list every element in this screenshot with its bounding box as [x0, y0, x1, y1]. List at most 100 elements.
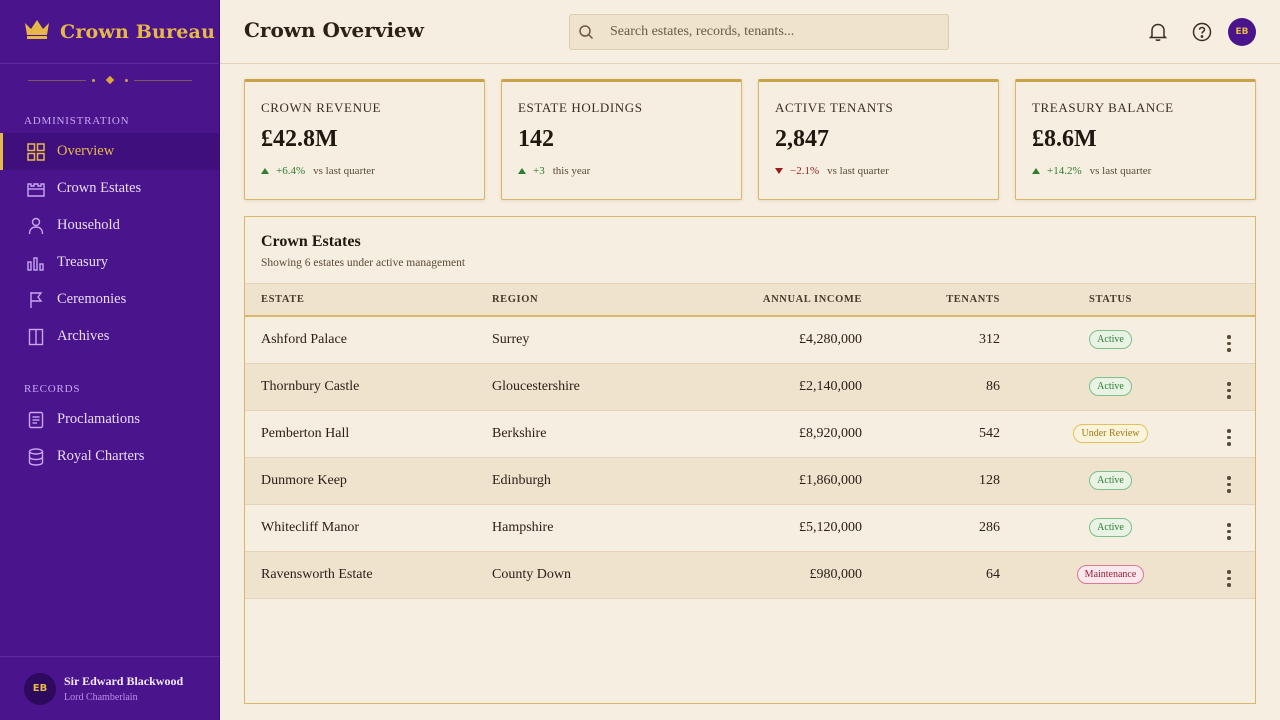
cell-tenants: 312 — [979, 331, 1000, 347]
stat-note: vs last quarter — [827, 165, 889, 177]
top-header: Crown Overview EB — [220, 0, 1280, 64]
cell-status: Active — [1000, 457, 1221, 504]
stat-value: £42.8M — [261, 126, 338, 152]
cell-estate: Ravensworth Estate — [261, 566, 373, 582]
cell-tenants: 86 — [986, 378, 1000, 394]
sidebar-item-archives[interactable]: Archives — [0, 318, 219, 355]
cell-estate: Thornbury Castle — [261, 378, 360, 394]
table-row[interactable]: Pemberton Hall Berkshire £8,920,000 542 Unde… — [245, 410, 1255, 457]
brand[interactable]: Crown Bureau — [0, 0, 219, 64]
sidebar-item-royal-charters[interactable]: Royal Charters — [0, 438, 219, 475]
cell-annual-income: £4,280,000 — [799, 331, 862, 347]
stat-card-estate-holdings: Estate Holdings 142 +3 this year — [501, 79, 742, 200]
column-header-region[interactable]: Region — [492, 294, 539, 305]
sidebar-item-label: Crown Estates — [57, 180, 142, 196]
cell-status: Active — [1000, 504, 1221, 551]
cell-actions — [1221, 504, 1255, 551]
sidebar-item-ceremonies[interactable]: Ceremonies — [0, 281, 219, 318]
cell-actions — [1221, 316, 1255, 363]
sidebar-item-label: Treasury — [57, 254, 109, 270]
sidebar-item-label: Overview — [57, 143, 115, 159]
castle-icon — [26, 179, 46, 199]
cell-annual-income: £980,000 — [809, 566, 863, 582]
status-badge: Maintenance — [1076, 565, 1145, 584]
stat-value: £8.6M — [1032, 126, 1097, 152]
more-options-icon[interactable] — [1227, 382, 1231, 399]
panel-title: Crown Estates — [261, 233, 361, 250]
table-row[interactable]: Whitecliff Manor Hampshire £5,120,000 286 Ac… — [245, 504, 1255, 551]
status-badge: Active — [1089, 471, 1132, 490]
cell-status: Maintenance — [1000, 551, 1221, 598]
sidebar-item-crown-estates[interactable]: Crown Estates — [0, 170, 219, 207]
stat-label: Crown Revenue — [261, 100, 382, 115]
stat-delta: +6.4% — [276, 165, 306, 177]
sidebar-item-overview[interactable]: Overview — [0, 133, 219, 170]
cell-actions — [1221, 551, 1255, 598]
bar-chart-icon — [26, 253, 46, 273]
table-row[interactable]: Ashford Palace Surrey £4,280,000 312 Active — [245, 316, 1255, 363]
trend-up-icon — [261, 168, 269, 174]
status-badge: Active — [1089, 518, 1132, 537]
table-row[interactable]: Dunmore Keep Edinburgh £1,860,000 128 Active — [245, 457, 1255, 504]
cell-annual-income: £2,140,000 — [799, 378, 862, 394]
sidebar-item-label: Archives — [57, 328, 110, 344]
help-icon[interactable] — [1191, 21, 1213, 43]
cell-estate: Whitecliff Manor — [261, 519, 360, 535]
cell-tenants: 64 — [986, 566, 1000, 582]
more-options-icon[interactable] — [1227, 429, 1231, 446]
stat-card-treasury-balance: Treasury Balance £8.6M +14.2% vs last qu… — [1015, 79, 1256, 200]
column-header-estate[interactable]: Estate — [261, 294, 305, 305]
stat-delta: +3 — [533, 165, 545, 177]
avatar[interactable]: EB — [1228, 18, 1256, 46]
table-row[interactable]: Thornbury Castle Gloucestershire £2,140,00… — [245, 363, 1255, 410]
column-header-annual-income[interactable]: Annual Income — [762, 294, 862, 305]
more-options-icon[interactable] — [1227, 335, 1231, 352]
cell-region: Berkshire — [492, 425, 547, 441]
stat-value: 142 — [518, 126, 554, 152]
estates-table: Estate Region Annual Income Tenants Stat… — [245, 284, 1255, 599]
sidebar-item-label: Proclamations — [57, 411, 140, 427]
trend-down-icon — [775, 168, 783, 174]
stat-label: Treasury Balance — [1032, 100, 1174, 115]
person-icon — [26, 216, 46, 236]
panel-subtitle: Showing 6 estates under active managemen… — [261, 257, 466, 269]
sidebar-item-household[interactable]: Household — [0, 207, 219, 244]
cell-status: Active — [1000, 363, 1221, 410]
stat-label: Estate Holdings — [518, 100, 643, 115]
cell-actions — [1221, 363, 1255, 410]
table-row[interactable]: Ravensworth Estate County Down £980,000 64 M… — [245, 551, 1255, 598]
cell-estate: Ashford Palace — [261, 331, 347, 347]
bell-icon[interactable] — [1147, 21, 1169, 43]
user-name: Sir Edward Blackwood — [64, 674, 184, 688]
cell-actions — [1221, 457, 1255, 504]
database-icon — [26, 447, 46, 467]
trend-up-icon — [1032, 168, 1040, 174]
more-options-icon[interactable] — [1227, 570, 1231, 587]
cell-status: Under Review — [1000, 410, 1221, 457]
cell-tenants: 286 — [979, 519, 1000, 535]
search-bar[interactable] — [569, 14, 949, 50]
cell-tenants: 128 — [979, 472, 1000, 488]
stat-card-crown-revenue: Crown Revenue £42.8M +6.4% vs last quart… — [244, 79, 485, 200]
cell-status: Active — [1000, 316, 1221, 363]
cell-region: Surrey — [492, 331, 530, 347]
document-icon — [26, 410, 46, 430]
sidebar-item-proclamations[interactable]: Proclamations — [0, 401, 219, 438]
status-badge: Active — [1089, 377, 1132, 396]
cell-region: County Down — [492, 566, 571, 582]
sidebar-item-label: Royal Charters — [57, 448, 145, 464]
column-header-tenants[interactable]: Tenants — [946, 294, 1000, 305]
more-options-icon[interactable] — [1227, 476, 1231, 493]
cell-annual-income: £1,860,000 — [799, 472, 862, 488]
cell-annual-income: £5,120,000 — [799, 519, 862, 535]
ornament-divider — [0, 64, 219, 96]
brand-name: Crown Bureau — [60, 20, 216, 43]
section-label-administration: Administration — [24, 115, 130, 127]
cell-annual-income: £8,920,000 — [799, 425, 862, 441]
search-input[interactable] — [610, 24, 930, 40]
column-header-status[interactable]: Status — [1089, 294, 1132, 305]
user-profile[interactable]: EB Sir Edward Blackwood Lord Chamberlain — [0, 656, 220, 720]
cell-actions — [1221, 410, 1255, 457]
sidebar-item-treasury[interactable]: Treasury — [0, 244, 219, 281]
more-options-icon[interactable] — [1227, 523, 1231, 540]
